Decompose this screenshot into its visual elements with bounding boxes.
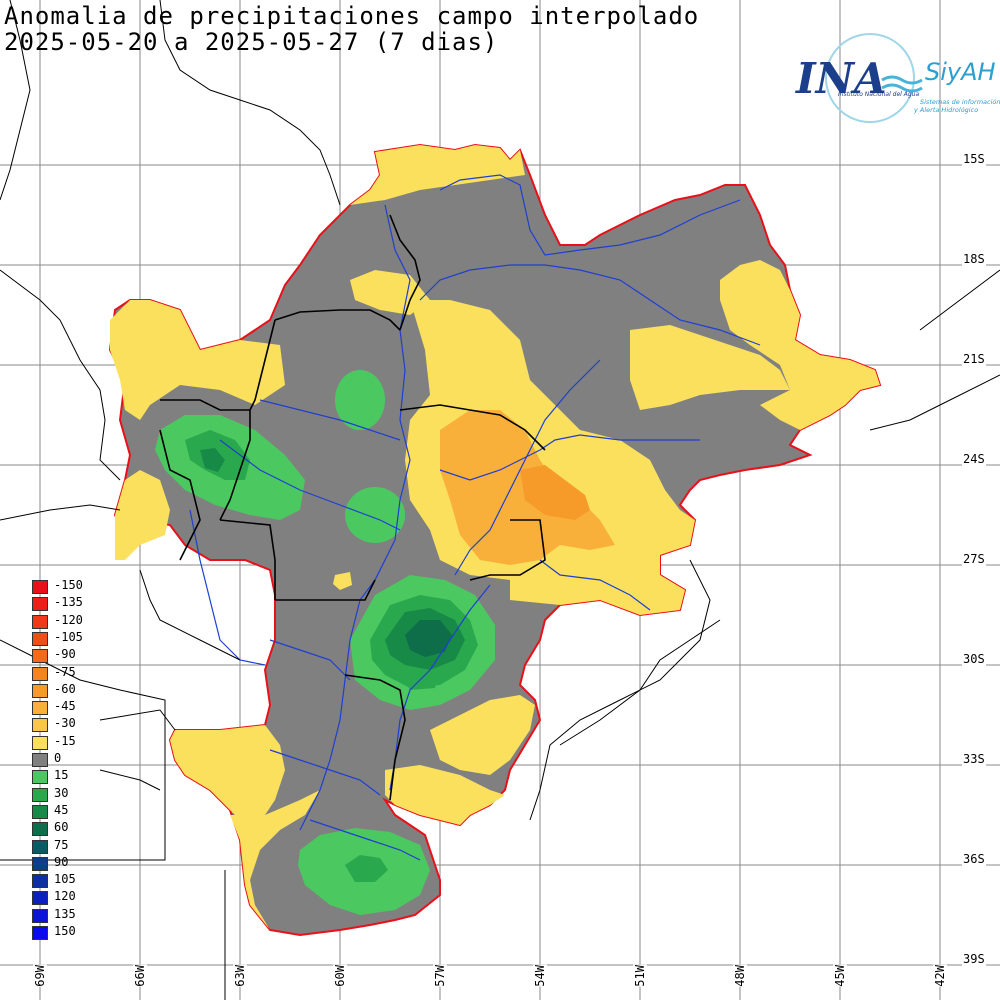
- map-title: Anomalia de precipitaciones campo interp…: [4, 2, 700, 30]
- logo-tagline-2: y Alerta Hidrológico: [913, 106, 978, 114]
- ina-siyah-logo: INA SiyAH Instituto Nacional del Agua Si…: [795, 33, 1000, 123]
- longitude-label: 51W: [633, 965, 647, 987]
- legend-swatch: [32, 804, 48, 819]
- legend-swatch: [32, 683, 48, 698]
- legend-swatch: [32, 735, 48, 750]
- legend-swatch: [32, 631, 48, 646]
- legend-item: -15: [30, 733, 90, 751]
- legend-swatch: [32, 926, 48, 940]
- legend-item: -150: [30, 578, 90, 595]
- legend-swatch: [32, 597, 48, 612]
- legend-swatch: [32, 614, 48, 629]
- legend-item: -30: [30, 716, 90, 733]
- latitude-label: 30S: [962, 652, 986, 666]
- legend-item: -45: [30, 699, 90, 716]
- map-date-range: 2025-05-20 a 2025-05-27 (7 dias): [4, 28, 499, 56]
- longitude-label: 69W: [33, 965, 47, 987]
- legend-label: 105: [54, 872, 76, 887]
- legend-label: 90: [54, 854, 69, 869]
- legend-item: -120: [30, 612, 90, 630]
- legend-swatch: [32, 856, 48, 871]
- longitude-label: 66W: [133, 965, 147, 987]
- legend-swatch: [32, 908, 48, 923]
- legend-label: -45: [54, 699, 76, 714]
- longitude-label: 63W: [233, 965, 247, 987]
- longitude-label: 54W: [533, 965, 547, 987]
- legend-item: -60: [30, 681, 90, 699]
- legend-item: -105: [30, 629, 90, 647]
- longitude-label: 57W: [433, 965, 447, 987]
- legend-label: 0: [54, 751, 62, 765]
- anomaly-field: [108, 143, 882, 937]
- legend-label: -60: [54, 681, 76, 696]
- longitude-label: 60W: [333, 965, 347, 987]
- legend-swatch: [32, 666, 48, 681]
- legend-swatch: [32, 701, 48, 716]
- longitude-label: 48W: [733, 965, 747, 987]
- legend-label: -105: [54, 629, 83, 644]
- legend-item: 90: [30, 854, 90, 872]
- latitude-label: 33S: [962, 752, 986, 766]
- latitude-label: 27S: [962, 552, 986, 566]
- legend-swatch: [32, 874, 48, 889]
- latitude-label: 21S: [962, 352, 986, 366]
- legend-swatch: [32, 787, 48, 802]
- legend-label: 75: [54, 837, 69, 852]
- legend-item: -90: [30, 647, 90, 664]
- legend-swatch: [32, 753, 48, 767]
- legend-swatch: [32, 839, 48, 854]
- latitude-label: 18S: [962, 252, 986, 266]
- legend-label: -30: [54, 716, 76, 731]
- legend-swatch: [32, 718, 48, 733]
- latitude-label: 36S: [962, 852, 986, 866]
- legend-label: 120: [54, 889, 76, 904]
- legend-label: -75: [54, 664, 76, 679]
- legend-item: 75: [30, 837, 90, 855]
- legend-label: -120: [54, 612, 83, 627]
- legend-swatch: [32, 891, 48, 906]
- logo-tagline-1: Sistemas de información: [920, 98, 1000, 106]
- legend-label: 135: [54, 906, 76, 921]
- logo-subtitle: Instituto Nacional del Agua: [838, 91, 919, 98]
- logo-ina-text: INA: [795, 54, 887, 103]
- latitude-label: 39S: [962, 952, 986, 966]
- legend-item: 15: [30, 768, 90, 785]
- legend-item: 150: [30, 924, 90, 941]
- legend-item: -135: [30, 595, 90, 612]
- legend-label: -135: [54, 595, 83, 610]
- legend-item: -75: [30, 664, 90, 682]
- legend-label: -90: [54, 647, 76, 662]
- legend-item: 0: [30, 751, 90, 768]
- legend-label: 30: [54, 785, 69, 800]
- legend-item: 45: [30, 802, 90, 820]
- legend-label: -150: [54, 578, 83, 592]
- legend-swatch: [32, 822, 48, 837]
- logo-siyah-text: SiyAH: [925, 58, 996, 86]
- legend-swatch: [32, 770, 48, 785]
- legend-item: 60: [30, 820, 90, 837]
- legend-label: -15: [54, 733, 76, 748]
- longitude-label: 45W: [833, 965, 847, 987]
- legend-label: 150: [54, 924, 76, 938]
- legend-item: 30: [30, 785, 90, 803]
- legend-label: 45: [54, 802, 69, 817]
- latitude-label: 15S: [962, 152, 986, 166]
- legend-label: 15: [54, 768, 69, 783]
- longitude-label: 42W: [933, 965, 947, 987]
- legend-swatch: [32, 580, 48, 594]
- legend-item: 105: [30, 872, 90, 889]
- political-borders: [159, 214, 546, 801]
- latitude-label: 24S: [962, 452, 986, 466]
- legend-swatch: [32, 649, 48, 664]
- legend-label: 60: [54, 820, 69, 835]
- legend-item: 135: [30, 906, 90, 924]
- legend-item: 120: [30, 889, 90, 906]
